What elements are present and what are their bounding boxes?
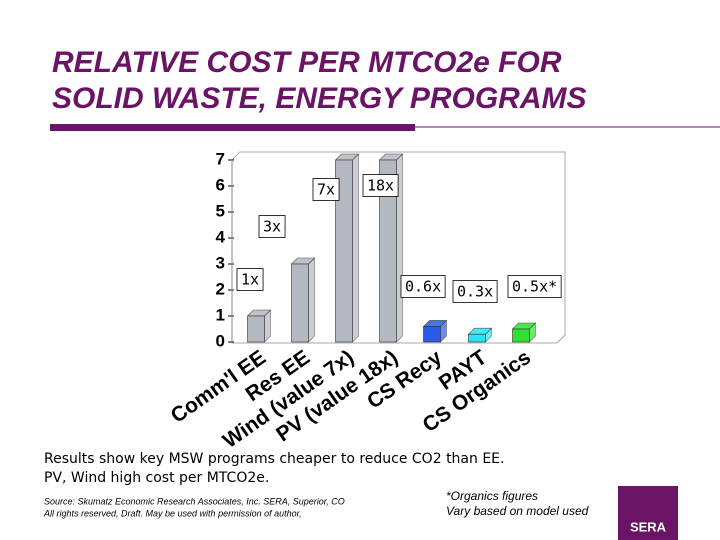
caption: PV, Wind high cost per MTCO2e. [44,470,269,486]
bar [379,159,397,343]
y-tick-label: 7 [216,149,225,168]
footnote: *Organics figures [446,489,538,503]
annotation: 7x [317,181,335,199]
bar-side [308,257,315,343]
source: All rights reserved, Draft. May be used … [43,508,302,518]
logo-box [618,486,678,540]
annotation: 0.5x* [512,278,557,296]
footnote: Vary based on model used [446,504,589,518]
annotation: 18x [367,177,394,195]
bar [468,333,486,343]
bar [512,328,530,343]
bar-side [352,153,359,343]
title-line: SOLID WASTE, ENERGY PROGRAMS [52,82,587,115]
y-tick-label: 0 [216,331,225,350]
annotation: 0.3x [457,283,493,301]
annotation-box [452,280,498,303]
annotation: 0.6x [405,278,441,296]
y-tick-label: 6 [216,175,225,194]
title-line: RELATIVE COST PER MTCO2e FOR [52,46,562,79]
y-tick-label: 2 [216,279,225,298]
bar [335,159,353,343]
bar [247,315,265,343]
caption: Results show key MSW programs cheaper to… [44,451,504,467]
bar [423,326,441,343]
annotation-box [312,178,340,201]
annotation-box [507,275,562,298]
y-tick-label: 1 [216,305,225,324]
y-tick-label: 4 [216,227,226,246]
annotation: 3x [263,218,281,236]
title-rule [50,124,415,131]
y-tick-label: 3 [216,253,225,272]
source: Source: Skumatz Economic Research Associ… [44,496,345,506]
bar [291,263,309,343]
annotation-box [236,268,264,291]
annotation-box [362,174,399,197]
annotation-box [400,275,446,298]
logo: SERA [630,519,667,534]
y-tick-label: 5 [216,201,225,220]
annotation-box [258,215,286,238]
annotation: 1x [241,271,259,289]
